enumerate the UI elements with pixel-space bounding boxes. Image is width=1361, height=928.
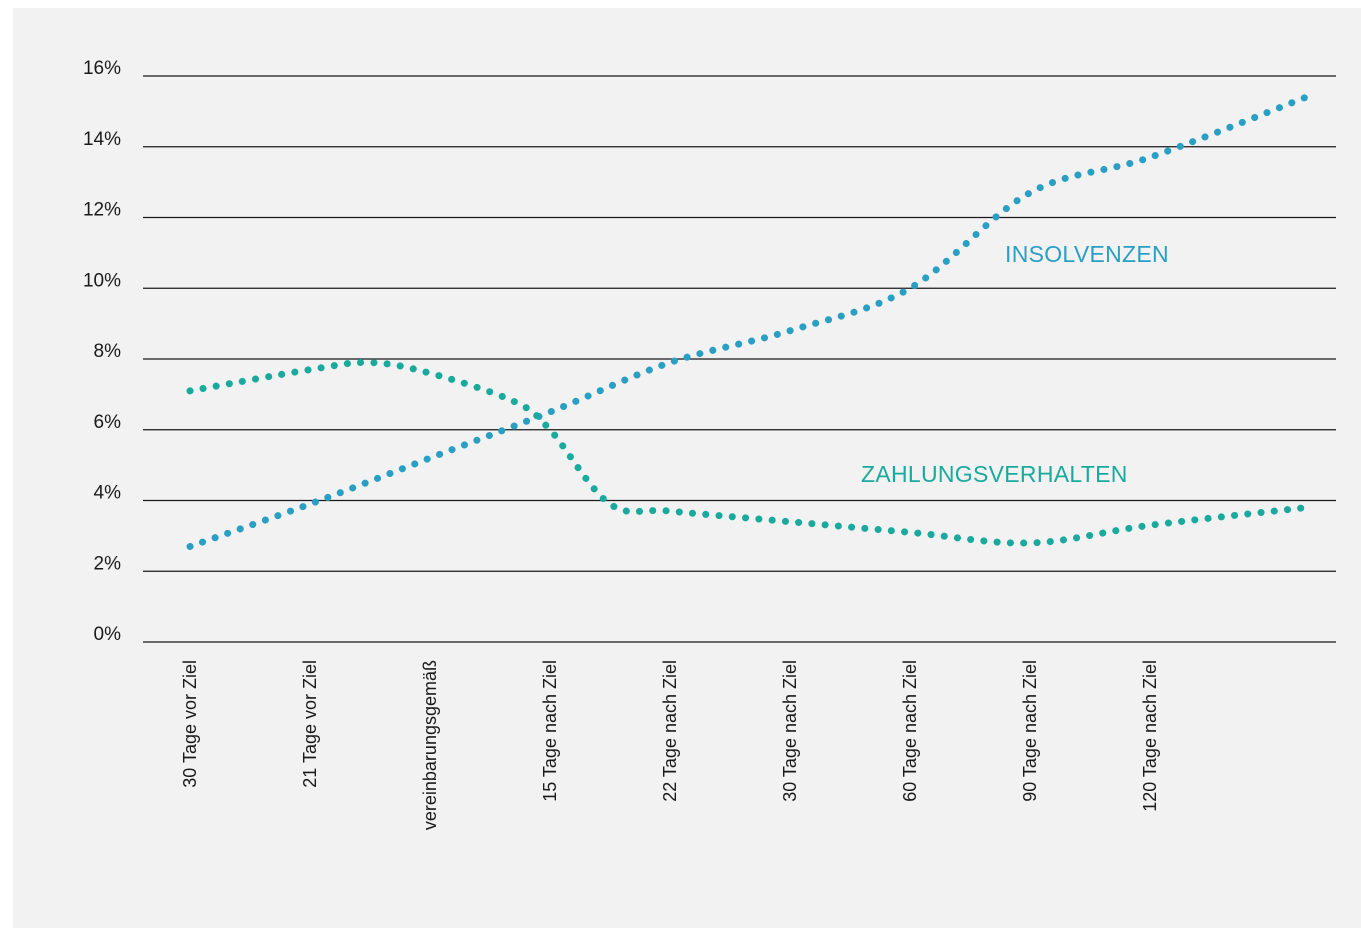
y-tick-label: 2% [94, 553, 122, 574]
y-tick-label: 14% [83, 129, 121, 150]
gridlines [143, 75, 1336, 643]
x-tick-label: 120 Tage nach Ziel [1140, 660, 1160, 812]
x-tick-label: 22 Tage nach Ziel [660, 660, 680, 802]
x-tick-label: 30 Tage nach Ziel [780, 660, 800, 802]
y-axis-ticks: 0% 2% 4% 6% 8% 10% 12% 14% 16% [83, 58, 121, 645]
x-tick-label: 60 Tage nach Ziel [900, 660, 920, 802]
y-tick-label: 0% [94, 624, 122, 645]
line-chart: 0% 2% 4% 6% 8% 10% 12% 14% 16% 30 Tage vor Ziel 2… [83, 58, 1336, 830]
y-tick-label: 6% [94, 412, 122, 433]
y-tick-label: 10% [83, 270, 121, 291]
chart-panel: 0% 2% 4% 6% 8% 10% 12% 14% 16% 30 Tage vor Ziel 2… [13, 8, 1361, 928]
x-tick-label: 30 Tage vor Ziel [180, 660, 200, 788]
series-lines [186, 93, 1310, 550]
x-tick-label: vereinbarungsgemäß [420, 660, 440, 830]
series-line-zahlungsverhalten [186, 358, 1310, 547]
series-label-insolvenzen: INSOLVENZEN [1005, 241, 1169, 267]
y-tick-label: 12% [83, 200, 121, 221]
x-tick-label: 21 Tage vor Ziel [300, 660, 320, 788]
series-line-insolvenzen [186, 93, 1310, 550]
series-label-zahlungsverhalten: ZAHLUNGSVERHALTEN [861, 461, 1128, 487]
x-tick-label: 90 Tage nach Ziel [1020, 660, 1040, 802]
x-axis-ticks: 30 Tage vor Ziel 21 Tage vor Ziel vereinba… [180, 660, 1160, 830]
x-tick-label: 15 Tage nach Ziel [540, 660, 560, 802]
y-tick-label: 16% [83, 58, 121, 79]
series-labels: INSOLVENZEN ZAHLUNGSVERHALTEN [861, 241, 1169, 487]
y-tick-label: 4% [94, 483, 122, 504]
y-tick-label: 8% [94, 341, 122, 362]
